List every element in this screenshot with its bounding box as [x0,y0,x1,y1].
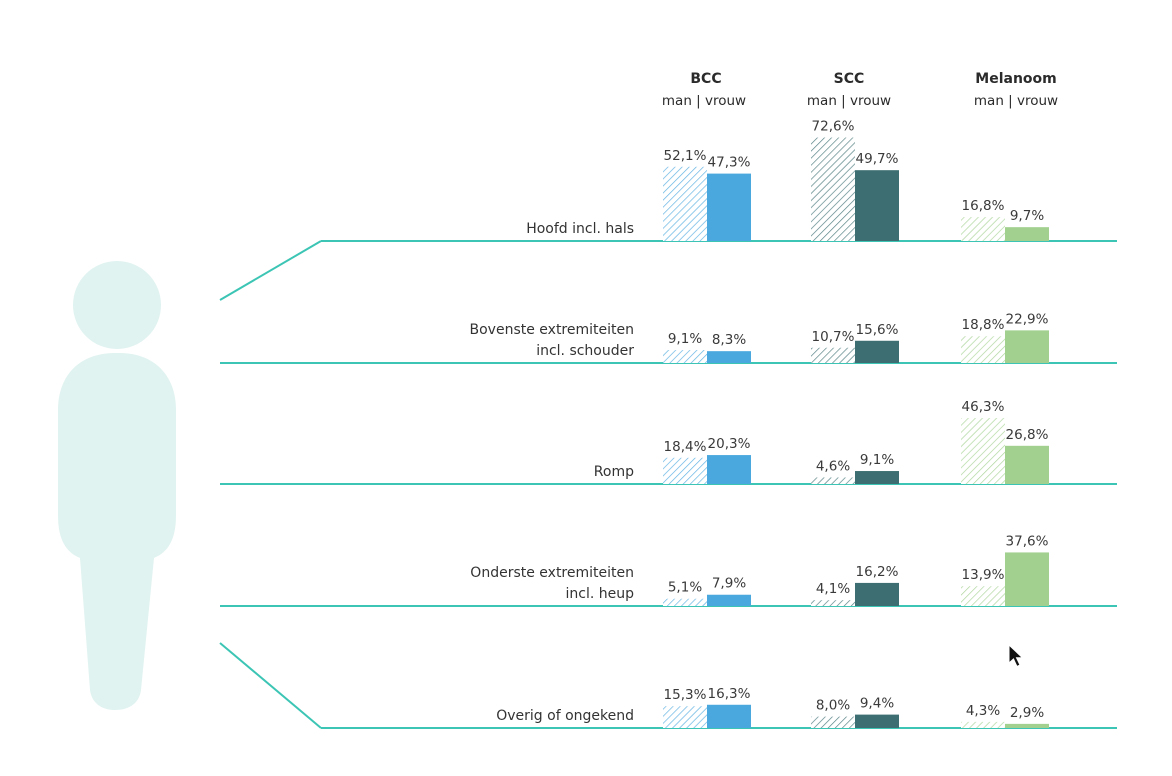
group-headers: BCC man | vrouw SCC man | vrouw Melanoom… [662,71,1058,109]
mouse-pointer-icon [1008,643,1024,668]
bar-melanoom-man-4 [961,721,1005,728]
group-title-bcc: BCC [690,71,721,87]
bar-melanoom-vrouw-4 [1005,723,1049,728]
bar-melanoom-man-2 [961,418,1005,484]
value-label-melanoom-man-2: 46,3% [962,399,1005,415]
bar-bcc-vrouw-4 [707,704,751,728]
value-label-scc-man-0: 72,6% [812,119,855,135]
group-title-scc: SCC [834,71,865,87]
row-label-1-line-1: incl. schouder [536,343,634,359]
value-labels: 52,1% 9,1% 18,4% 5,1% 15,3% 47,3% 8,3% 20,3% 7,9… [664,119,1049,721]
bar-scc-vrouw-1 [855,340,899,363]
value-label-scc-vrouw-2: 9,1% [860,452,894,468]
value-label-bcc-vrouw-4: 16,3% [708,686,751,702]
value-label-bcc-vrouw-3: 7,9% [712,576,746,592]
bar-bcc-man-1 [663,350,707,363]
row-baselines [219,240,1117,729]
bars [663,137,1049,728]
value-label-bcc-vrouw-0: 47,3% [708,155,751,171]
bar-scc-man-0 [811,137,855,241]
value-label-bcc-man-2: 18,4% [664,439,707,455]
bar-melanoom-vrouw-3 [1005,552,1049,606]
row-label-3-line-1: incl. heup [566,586,635,602]
value-label-melanoom-man-0: 16,8% [962,198,1005,214]
person-silhouette-icon [58,261,176,710]
bar-melanoom-man-1 [961,336,1005,363]
value-label-melanoom-man-3: 13,9% [962,567,1005,583]
value-label-scc-vrouw-0: 49,7% [856,151,899,167]
bar-bcc-vrouw-2 [707,455,751,484]
bar-melanoom-man-3 [961,586,1005,606]
value-label-bcc-man-4: 15,3% [664,687,707,703]
connector-bottom [219,642,322,729]
bar-bcc-man-0 [663,166,707,241]
bar-melanoom-vrouw-1 [1005,330,1049,363]
value-label-melanoom-vrouw-2: 26,8% [1006,427,1049,443]
bar-scc-vrouw-2 [855,471,899,484]
bar-scc-man-1 [811,347,855,363]
value-label-bcc-man-0: 52,1% [664,148,707,164]
value-label-scc-vrouw-4: 9,4% [860,696,894,712]
group-title-melanoom: Melanoom [975,71,1056,87]
bar-scc-man-3 [811,600,855,606]
value-label-bcc-man-1: 9,1% [668,331,702,347]
value-label-scc-man-4: 8,0% [816,698,850,714]
bar-bcc-man-2 [663,457,707,484]
bar-scc-man-4 [811,716,855,728]
bar-bcc-man-4 [663,706,707,728]
row-label-2-line-0: Romp [594,464,634,480]
value-label-bcc-man-3: 5,1% [668,580,702,596]
row-label-1-line-0: Bovenste extremiteiten [470,322,635,338]
row-label-4-line-0: Overig of ongekend [496,708,634,724]
value-label-melanoom-vrouw-0: 9,7% [1010,208,1044,224]
bar-bcc-man-3 [663,598,707,606]
value-label-melanoom-vrouw-1: 22,9% [1006,311,1049,327]
group-subtitle-scc: man | vrouw [807,93,891,109]
value-label-melanoom-vrouw-4: 2,9% [1010,705,1044,721]
connector-top [219,240,322,301]
value-label-bcc-vrouw-2: 20,3% [708,436,751,452]
value-label-bcc-vrouw-1: 8,3% [712,332,746,348]
row-label-3-line-0: Onderste extremiteiten [470,565,634,581]
bar-bcc-vrouw-3 [707,594,751,606]
value-label-melanoom-man-4: 4,3% [966,703,1000,719]
value-label-scc-man-2: 4,6% [816,458,850,474]
bar-scc-vrouw-4 [855,714,899,728]
bar-bcc-vrouw-1 [707,351,751,363]
group-subtitle-melanoom: man | vrouw [974,93,1058,109]
group-subtitle-bcc: man | vrouw [662,93,746,109]
value-label-scc-vrouw-3: 16,2% [856,564,899,580]
value-label-scc-vrouw-1: 15,6% [856,322,899,338]
row-label-0-line-0: Hoofd incl. hals [526,221,634,237]
row-labels: Hoofd incl. hals Bovenste extremiteiten in… [470,221,635,724]
bar-melanoom-man-0 [961,217,1005,241]
value-label-melanoom-vrouw-3: 37,6% [1006,533,1049,549]
bar-melanoom-vrouw-0 [1005,227,1049,241]
bar-melanoom-vrouw-2 [1005,445,1049,484]
bar-bcc-vrouw-0 [707,173,751,241]
bar-scc-man-2 [811,477,855,484]
value-label-scc-man-1: 10,7% [812,329,855,345]
value-label-scc-man-3: 4,1% [816,581,850,597]
value-label-melanoom-man-1: 18,8% [962,317,1005,333]
bar-scc-vrouw-0 [855,170,899,241]
bar-scc-vrouw-3 [855,582,899,606]
